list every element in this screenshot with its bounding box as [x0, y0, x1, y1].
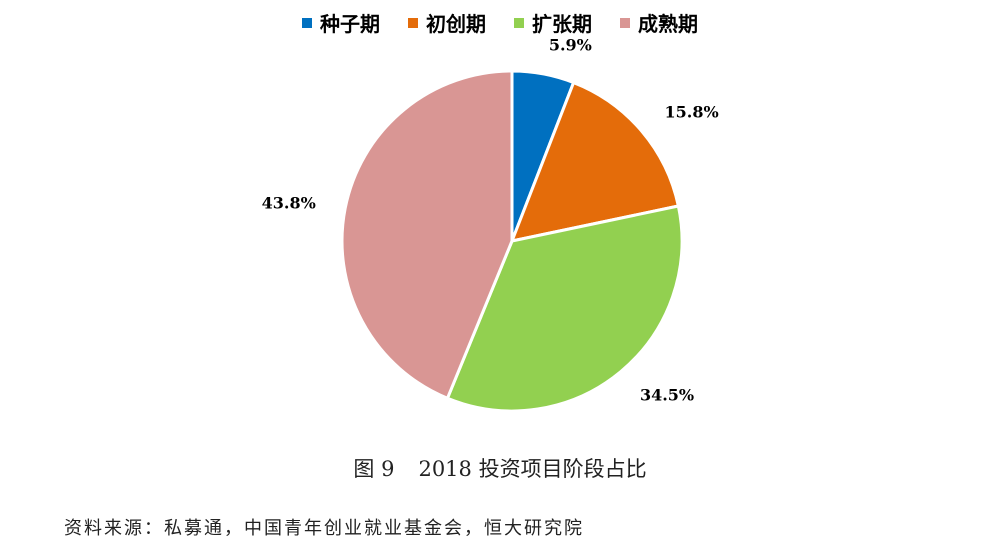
legend-label: 初创期: [426, 12, 486, 36]
legend-item: 种子期: [302, 8, 380, 37]
legend-label: 成熟期: [638, 12, 698, 36]
figure-caption: 图 9 2018 投资项目阶段占比: [0, 453, 1000, 483]
pie-slice: [340, 69, 514, 400]
legend-item: 成熟期: [620, 8, 698, 37]
legend-label: 扩张期: [532, 12, 592, 36]
pie-slice: [510, 81, 680, 243]
data-label: 43.8%: [262, 193, 316, 212]
legend-swatch: [408, 17, 418, 28]
chart-legend: 种子期 初创期 扩张期 成熟期: [0, 8, 1000, 37]
figure-title: 2018 投资项目阶段占比: [418, 457, 647, 481]
pie-chart: 5.9% 15.8% 34.5% 43.8%: [262, 35, 719, 413]
data-label: 15.8%: [664, 103, 718, 122]
data-label: 34.5%: [640, 386, 694, 405]
legend-item: 扩张期: [514, 8, 592, 37]
figure-number: 图 9: [353, 457, 395, 481]
legend-swatch: [514, 17, 524, 28]
legend-swatch: [302, 17, 312, 28]
source-note: 资料来源：私募通，中国青年创业就业基金会，恒大研究院: [64, 518, 584, 539]
data-label: 5.9%: [549, 35, 592, 54]
legend-swatch: [620, 17, 630, 28]
legend-item: 初创期: [408, 8, 486, 37]
legend-label: 种子期: [320, 12, 380, 36]
